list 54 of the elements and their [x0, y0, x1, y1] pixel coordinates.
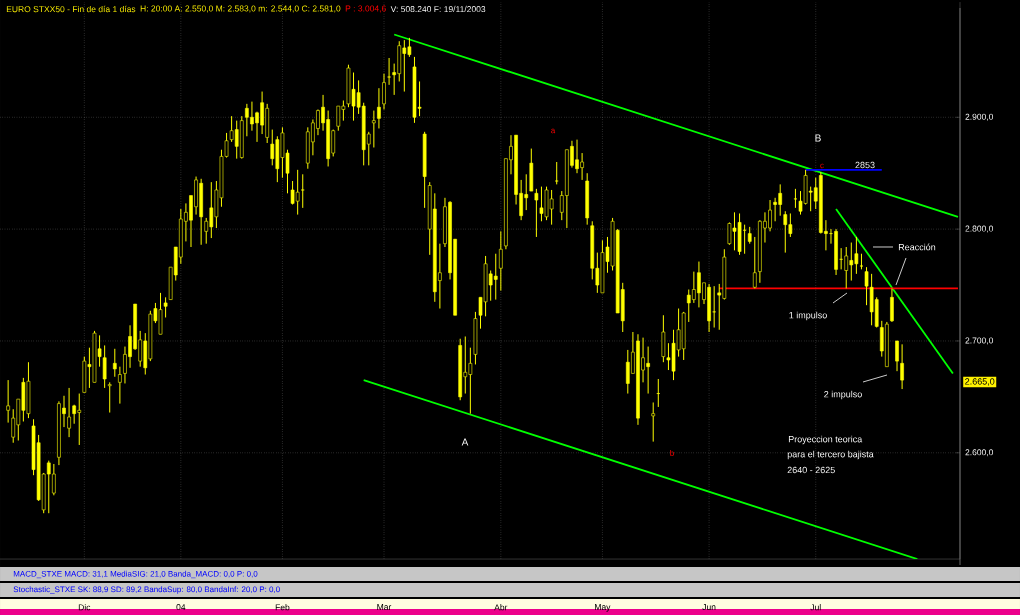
annotation: P : 3.004,6 [345, 5, 386, 13]
annotation: 2640 - 2625 [787, 466, 835, 474]
candlestick [382, 73, 386, 110]
x-tick-label: Jul [810, 604, 821, 611]
y-tick-label: 2.700,0 [965, 337, 994, 345]
candlestick [118, 366, 122, 405]
candlestick [499, 230, 503, 292]
annotation: B [815, 134, 821, 142]
candlestick [712, 285, 716, 329]
candlestick [112, 348, 117, 378]
candlestick [163, 296, 168, 318]
candlestick [890, 287, 894, 323]
candlestick [387, 57, 391, 86]
chart-title: EURO STXX50 - Fin de día 1 días [6, 5, 136, 13]
candlestick [300, 173, 305, 209]
candlestick [372, 110, 376, 148]
annotation: a [551, 128, 556, 134]
y-tick-label: 2.900,0 [965, 113, 994, 121]
annotation: A [461, 438, 469, 446]
annotation: b [670, 450, 674, 456]
x-tick-label: Dic [78, 604, 91, 611]
candlestick [651, 401, 656, 443]
candlestick [844, 246, 849, 289]
annotation: V: 508.240 F: 19/11/2003 [390, 5, 486, 13]
candlestick [377, 87, 381, 129]
candlestick [900, 343, 904, 390]
text: Stochastic_STXE SK: 88,9 SD: 89,2 BandaSup: 80,0 BandaInf: 20,0 P: 0,0 [13, 586, 280, 594]
y-tick-label: 2.600,0 [965, 449, 994, 457]
x-tick-label: Jun [702, 604, 716, 611]
candlestick [864, 266, 869, 306]
x-tick-label: Abr [494, 604, 508, 611]
candlestick [107, 381, 112, 414]
candlestick [534, 188, 539, 238]
chart-subtitle: H: 20:00 A: 2.550,0 M: 2.583,0 m: 2.544,0 C: 2.581,0 [140, 5, 341, 13]
candlestick [752, 236, 757, 289]
candlestick [554, 161, 559, 185]
candlestick [102, 344, 107, 389]
x-tick-label: 04 [176, 604, 186, 611]
candlestick [793, 188, 798, 209]
x-tick-label: Mar [377, 604, 392, 611]
annotation: 2 impulso [824, 390, 862, 400]
annotation: Proyeccion teorica [788, 435, 863, 445]
annotation: para el tercero bajista [787, 450, 874, 460]
y-tick-label: 2.800,0 [965, 225, 994, 233]
candlestick [6, 379, 10, 424]
annotation: 1 impulso [789, 311, 827, 321]
annotation: Reacción [898, 243, 936, 251]
text: MACD_STXE MACD: 31,1 MediaSIG: 21,0 Banda_MACD: 0,0 P: 0,0 [13, 570, 258, 579]
x-tick-label: Feb [275, 604, 290, 611]
candlestick [895, 340, 899, 372]
candlestick [67, 387, 71, 438]
annotation: c [820, 163, 824, 169]
annotation: 2853 [855, 161, 875, 169]
text: 2.665,0 [965, 378, 995, 386]
